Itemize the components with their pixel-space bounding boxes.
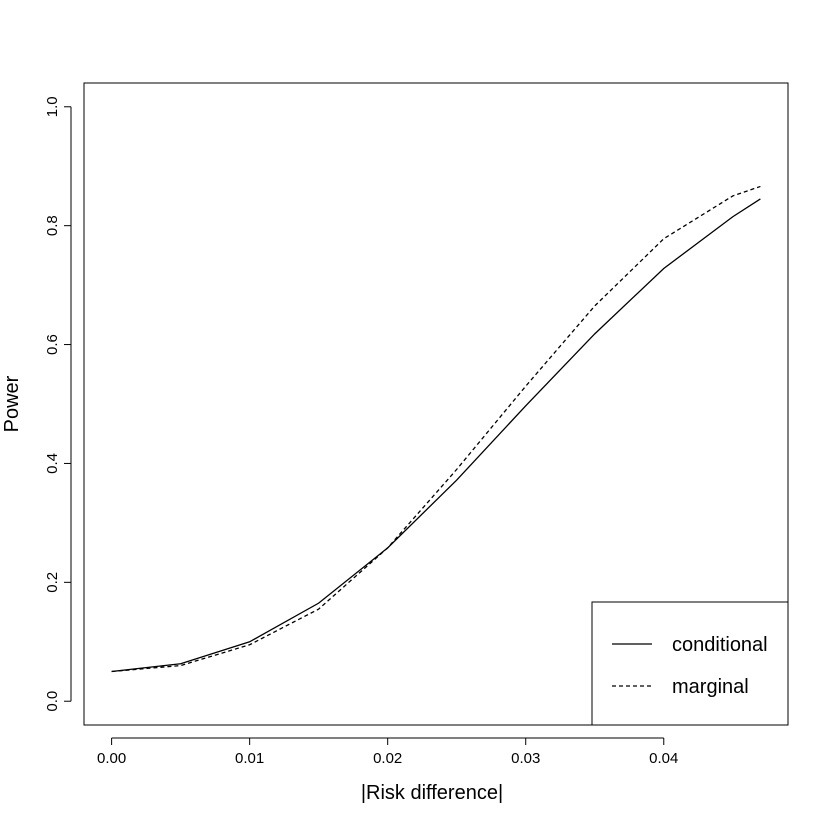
x-tick-label: 0.00 — [97, 750, 126, 767]
y-tick-label: 0.4 — [44, 453, 61, 474]
y-tick-label: 0.6 — [44, 334, 61, 355]
y-axis: 0.0 0.2 0.4 0.6 0.8 1.0 — [44, 96, 72, 712]
series-line-marginal — [111, 185, 761, 673]
y-tick-label: 0.8 — [44, 215, 61, 236]
y-tick-label: 0.2 — [44, 572, 61, 593]
y-tick-label: 1.0 — [44, 96, 61, 117]
y-tick-label: 0.0 — [44, 691, 61, 712]
x-axis-title: |Risk difference| — [361, 782, 503, 804]
x-tick-label: 0.04 — [649, 750, 678, 767]
x-tick-label: 0.02 — [373, 750, 402, 767]
plot-frame — [83, 82, 789, 726]
legend: conditional marginal — [591, 601, 789, 726]
x-tick-label: 0.03 — [511, 750, 540, 767]
x-axis: 0.00 0.01 0.02 0.03 0.04 — [97, 737, 678, 767]
series-layer — [111, 185, 761, 673]
legend-box — [591, 601, 789, 726]
legend-label-conditional: conditional — [672, 634, 768, 656]
legend-label-marginal: marginal — [672, 676, 749, 698]
x-tick-label: 0.01 — [235, 750, 264, 767]
y-axis-title: Power — [1, 375, 23, 432]
series-line-conditional — [111, 198, 761, 673]
